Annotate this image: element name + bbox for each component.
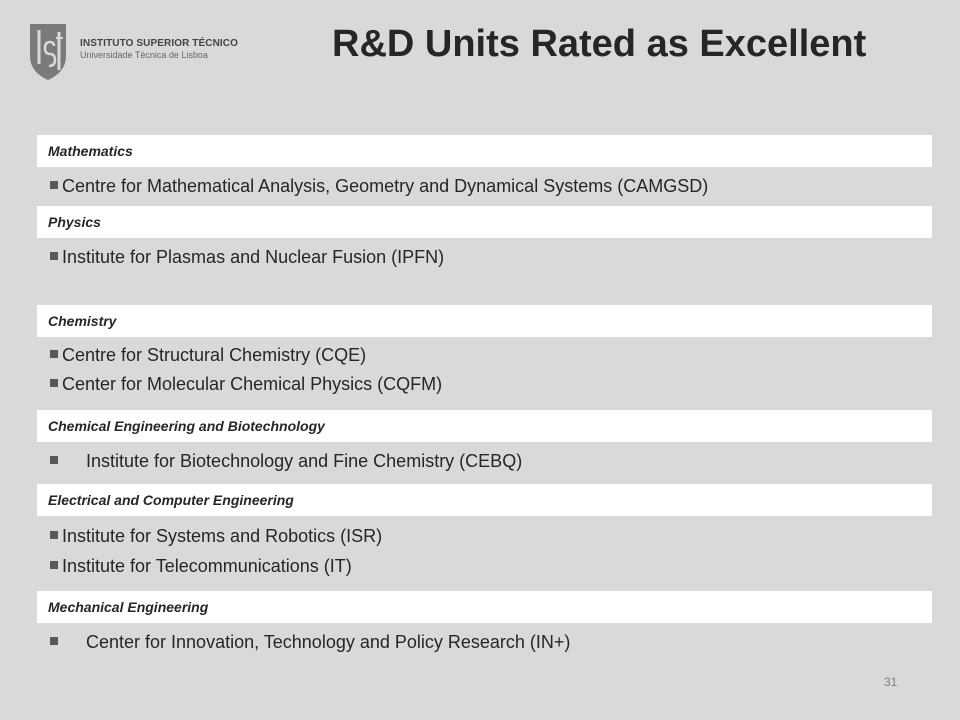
ist-logo-icon [28, 22, 68, 82]
square-bullet-icon [50, 637, 58, 646]
list-item-text: Center for Molecular Chemical Physics (C… [62, 374, 443, 394]
square-bullet-icon [50, 561, 58, 570]
list-item-text: Institute for Biotechnology and Fine Che… [86, 451, 523, 471]
square-bullet-icon [50, 181, 58, 190]
square-bullet-icon [50, 379, 58, 388]
institute-name: INSTITUTO SUPERIOR TÉCNICO [80, 38, 238, 49]
list-item-text: Institute for Systems and Robotics (ISR) [62, 526, 383, 546]
square-bullet-icon [50, 531, 58, 540]
list-item-text: Institute for Plasmas and Nuclear Fusion… [62, 247, 445, 267]
slide-title: R&D Units Rated as Excellent [332, 23, 867, 65]
list-item-text: Center for Innovation, Technology and Po… [86, 632, 571, 652]
section-heading-chemical-engineering: Chemical Engineering and Biotechnology [37, 410, 932, 442]
section-heading-electrical-engineering: Electrical and Computer Engineering [37, 484, 932, 516]
square-bullet-icon [50, 252, 58, 261]
section-heading-mathematics: Mathematics [37, 135, 932, 167]
square-bullet-icon [50, 456, 58, 465]
square-bullet-icon [50, 350, 58, 359]
list-item-text: Institute for Telecommunications (IT) [62, 556, 352, 576]
institute-block: INSTITUTO SUPERIOR TÉCNICO Universidade … [80, 38, 238, 60]
section-heading-physics: Physics [37, 206, 932, 238]
section-heading-mechanical-engineering: Mechanical Engineering [37, 591, 932, 623]
list-item: Center for Innovation, Technology and Po… [50, 632, 570, 653]
page-number: 31 [884, 675, 898, 689]
list-item: Institute for Telecommunications (IT) [50, 556, 352, 577]
list-item: Centre for Structural Chemistry (CQE) [50, 345, 366, 366]
list-item: Institute for Systems and Robotics (ISR) [50, 526, 382, 547]
list-item-text: Centre for Mathematical Analysis, Geomet… [62, 176, 709, 196]
university-name: Universidade Técnica de Lisboa [80, 50, 208, 60]
section-heading-chemistry: Chemistry [37, 305, 932, 337]
list-item-text: Centre for Structural Chemistry (CQE) [62, 345, 367, 365]
list-item: Center for Molecular Chemical Physics (C… [50, 374, 442, 395]
list-item: Institute for Biotechnology and Fine Che… [50, 451, 522, 472]
list-item: Institute for Plasmas and Nuclear Fusion… [50, 247, 444, 268]
list-item: Centre for Mathematical Analysis, Geomet… [50, 176, 708, 197]
